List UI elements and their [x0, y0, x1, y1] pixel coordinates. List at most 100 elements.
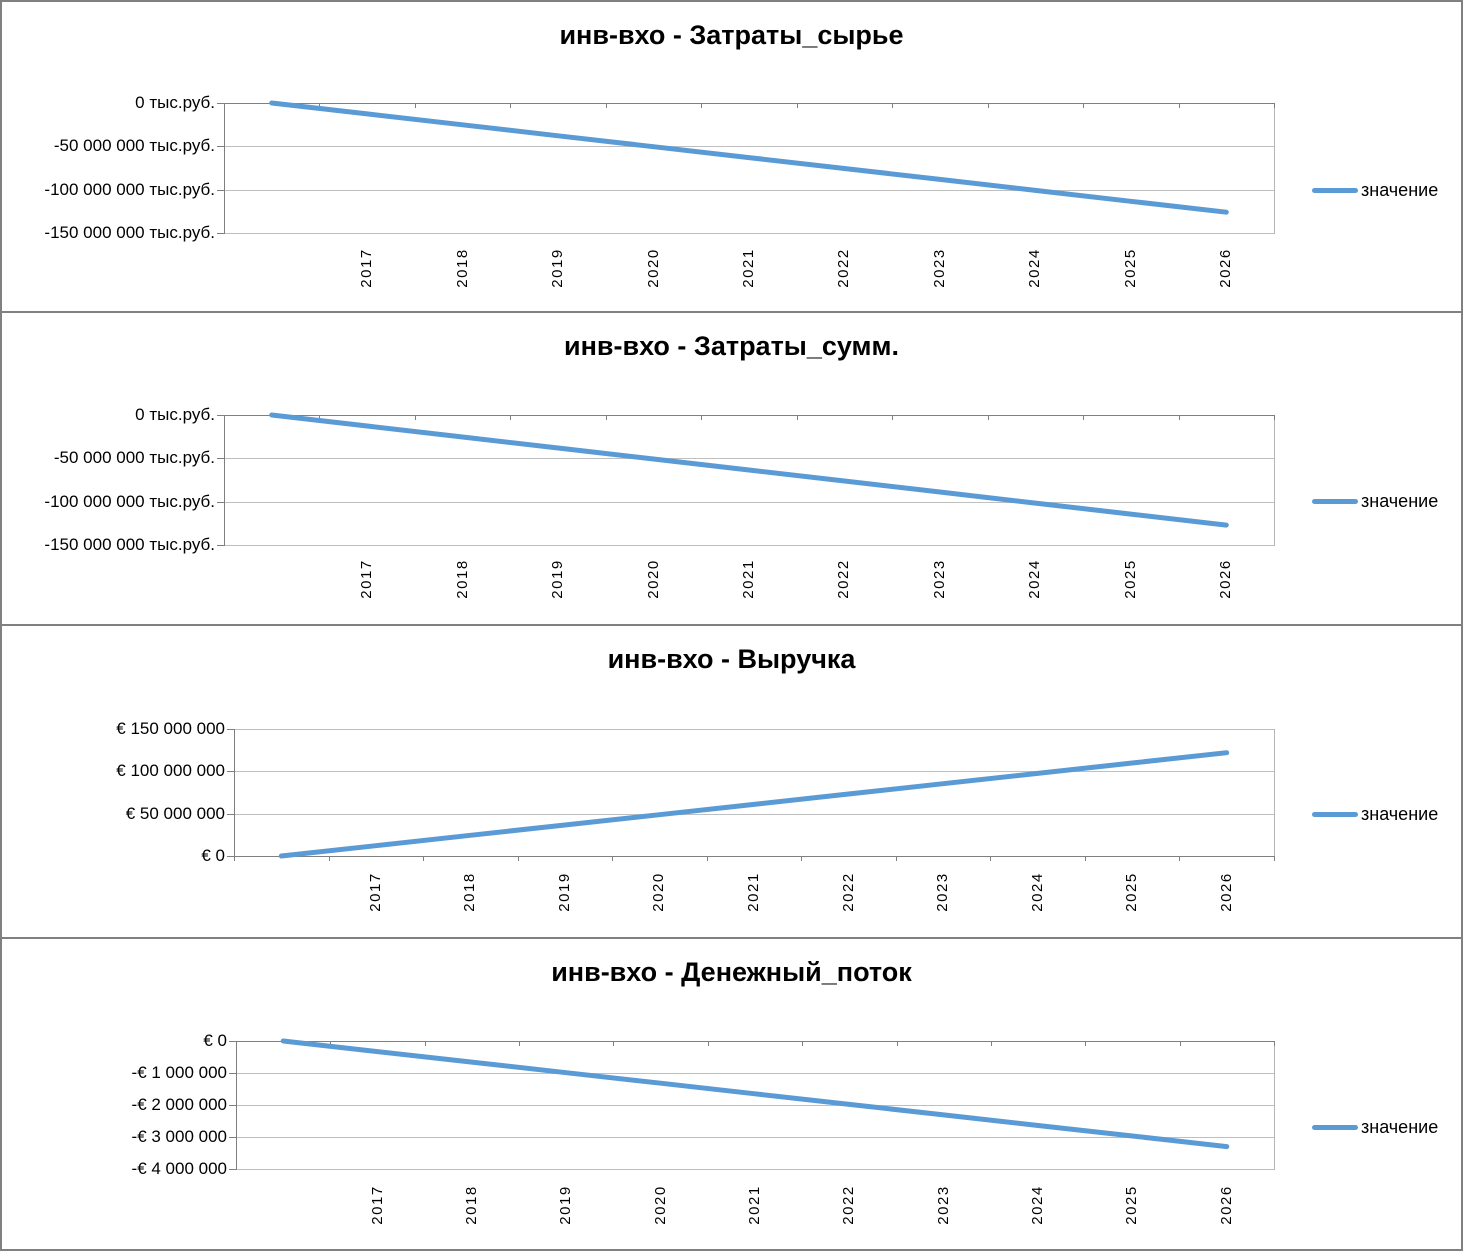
- category-tick: [328, 856, 330, 861]
- y-axis-label: -€ 4 000 000: [131, 1159, 227, 1178]
- value-axis-tick: [217, 415, 224, 416]
- chart-panel-zatraty-syrye: инв-вхо - Затраты_сырье значение 0 тыс.р…: [2, 2, 1461, 311]
- category-tick: [510, 103, 512, 108]
- category-tick: [796, 415, 798, 420]
- x-axis-label: 2025: [1123, 1185, 1141, 1225]
- plot-right-border: [1274, 103, 1275, 234]
- category-tick: [423, 856, 425, 861]
- category-tick: [224, 415, 225, 420]
- gridline: [224, 545, 1274, 546]
- x-axis-label: 2022: [839, 872, 857, 912]
- x-axis-label: 2020: [650, 872, 668, 912]
- series-polyline: [280, 1038, 1230, 1150]
- category-tick: [801, 856, 803, 861]
- gridline: [224, 458, 1274, 460]
- x-axis-label: 2017: [368, 1185, 386, 1225]
- x-axis-label: 2020: [651, 1185, 669, 1225]
- legend-label: значение: [1361, 491, 1439, 511]
- zero-axis-line: [234, 856, 1274, 857]
- gridline: [224, 233, 1274, 234]
- x-axis-label: 2024: [1029, 1185, 1047, 1225]
- x-axis-label: 2017: [366, 872, 384, 912]
- category-tick: [224, 103, 225, 108]
- plot-right-border: [1274, 415, 1275, 546]
- x-axis-label: 2022: [835, 248, 853, 288]
- gridline: [236, 1105, 1274, 1106]
- zero-axis-line: [236, 1041, 1274, 1042]
- series-polyline: [269, 100, 1229, 215]
- value-axis-tick: [217, 545, 224, 546]
- x-axis-label: 2017: [358, 248, 376, 288]
- category-tick: [510, 415, 512, 420]
- value-axis-line: [234, 729, 235, 857]
- x-axis-label: 2024: [1026, 248, 1044, 288]
- chart-title: инв-вхо - Затраты_сумм.: [563, 331, 899, 361]
- plot-right-border: [1274, 729, 1275, 857]
- y-axis-label: 0 тыс.руб.: [135, 405, 215, 424]
- category-tick: [414, 103, 416, 108]
- category-tick: [701, 103, 703, 108]
- category-tick: [1179, 1041, 1181, 1046]
- series-line: [269, 100, 1229, 215]
- x-axis-label: 2026: [1217, 1185, 1235, 1225]
- legend-line-swatch: [1312, 812, 1358, 817]
- category-tick: [802, 1041, 804, 1046]
- value-axis-tick: [229, 1105, 236, 1106]
- x-axis-label: 2018: [461, 872, 479, 912]
- value-axis-tick: [229, 1169, 236, 1170]
- category-tick: [519, 1041, 521, 1046]
- y-axis-label: -150 000 000 тыс.руб.: [44, 535, 215, 554]
- x-axis-label: 2024: [1028, 872, 1046, 912]
- value-axis-tick: [229, 1041, 236, 1042]
- x-axis-label: 2018: [453, 248, 471, 288]
- y-axis-label: -€ 2 000 000: [131, 1095, 227, 1114]
- x-axis-label: 2025: [1121, 559, 1139, 599]
- y-axis-label: € 50 000 000: [125, 803, 225, 823]
- x-axis-label: 2018: [453, 559, 471, 599]
- x-axis-label: 2019: [549, 248, 567, 288]
- category-tick: [987, 103, 989, 108]
- y-axis-label: € 100 000 000: [116, 761, 225, 781]
- category-tick: [517, 856, 519, 861]
- value-axis-tick: [217, 458, 224, 460]
- y-axis-label: -€ 1 000 000: [131, 1063, 227, 1082]
- x-axis-label: 2021: [740, 559, 757, 599]
- category-tick: [1083, 415, 1085, 420]
- series-line: [280, 1038, 1230, 1150]
- category-tick: [796, 103, 798, 108]
- legend-line-swatch: [1312, 188, 1358, 193]
- chart-panel-zatraty-summ: инв-вхо - Затраты_сумм. значение 0 тыс.р…: [2, 311, 1461, 626]
- gridline: [234, 771, 1274, 773]
- series-polyline: [269, 412, 1229, 528]
- category-tick: [707, 1041, 709, 1046]
- chart-panel-vyruchka: инв-вхо - Выручка значение € 150 000 000…: [2, 624, 1461, 939]
- category-tick: [701, 415, 703, 420]
- gridline: [234, 729, 1274, 730]
- legend-label: значение: [1361, 180, 1439, 200]
- y-axis-label: -100 000 000 тыс.руб.: [44, 179, 215, 199]
- category-tick: [1274, 856, 1275, 861]
- category-tick: [605, 103, 607, 108]
- x-axis-label: 2019: [557, 1185, 575, 1225]
- x-axis-label: 2019: [555, 872, 573, 912]
- x-axis-label: 2021: [740, 248, 757, 288]
- x-axis-label: 2025: [1121, 248, 1139, 288]
- category-tick: [1274, 415, 1275, 420]
- legend-line-swatch: [1312, 1125, 1358, 1130]
- value-axis-tick: [227, 813, 234, 815]
- legend-line-swatch: [1312, 499, 1358, 504]
- gridline: [236, 1073, 1274, 1074]
- x-axis-label: 2025: [1123, 872, 1141, 912]
- gridline: [236, 1137, 1274, 1138]
- category-tick: [1274, 1041, 1275, 1046]
- x-axis-label: 2023: [934, 872, 952, 912]
- value-axis-tick: [229, 1137, 236, 1138]
- gridline: [224, 189, 1274, 191]
- y-axis-label: -150 000 000 тыс.руб.: [44, 223, 215, 242]
- category-tick: [319, 103, 321, 108]
- y-axis-label: -50 000 000 тыс.руб.: [53, 136, 215, 156]
- series-line: [278, 750, 1230, 859]
- category-tick: [895, 856, 897, 861]
- category-tick: [990, 856, 992, 861]
- category-tick: [330, 1041, 332, 1046]
